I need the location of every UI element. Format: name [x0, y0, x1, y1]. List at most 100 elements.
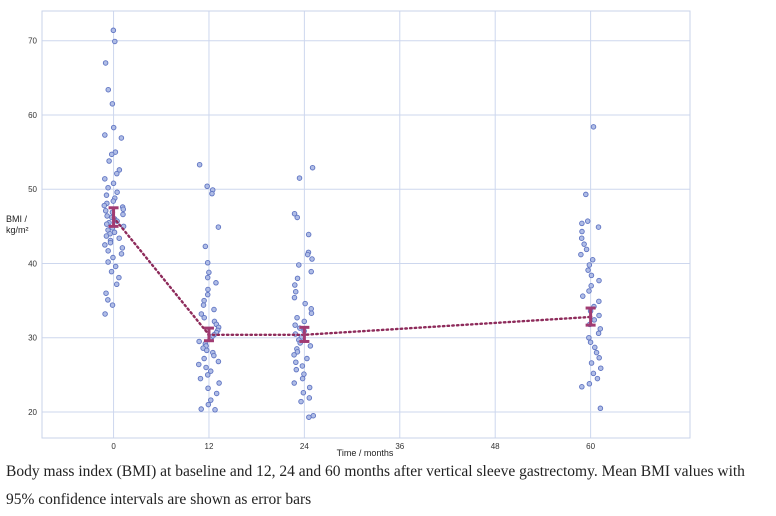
data-point [298, 398, 304, 405]
data-point [595, 330, 602, 337]
data-point [105, 248, 111, 254]
data-point [292, 282, 298, 288]
data-point [597, 365, 604, 371]
data-point [302, 300, 308, 307]
y-tick-label: 70 [28, 37, 37, 46]
data-point [111, 229, 118, 236]
data-point [588, 283, 594, 289]
data-point [596, 277, 602, 284]
data-point [308, 306, 314, 312]
data-point [203, 364, 209, 371]
data-point [585, 267, 591, 273]
data-point [198, 406, 204, 412]
data-point [114, 170, 120, 177]
data-point [291, 210, 298, 217]
data-point [215, 224, 222, 230]
data-point [110, 254, 116, 261]
data-point [579, 220, 585, 227]
data-point [584, 218, 591, 224]
data-point [596, 298, 602, 305]
x-tick-labels: 0 12 24 36 48 60 [111, 442, 595, 451]
data-point [291, 352, 297, 358]
x-tick-label: 24 [300, 442, 309, 451]
data-point [105, 259, 111, 265]
data-point [292, 288, 299, 295]
data-point [213, 280, 219, 286]
data-point [291, 380, 297, 386]
data-point [105, 86, 112, 93]
data-point [309, 256, 315, 262]
data-point [204, 291, 211, 298]
data-point [208, 397, 214, 403]
data-point [596, 312, 602, 319]
data-point [206, 269, 212, 276]
data-point [294, 349, 301, 355]
data-point [101, 202, 108, 209]
data-point [205, 286, 211, 293]
data-point [588, 272, 595, 279]
data-point [204, 259, 211, 266]
bmi-scatter-chart: 20 30 40 50 60 70 0 12 24 36 48 60 BMI / kg/m² Tim… [6, 10, 691, 456]
data-point [597, 326, 604, 332]
data-point [120, 211, 126, 218]
data-point [583, 246, 590, 253]
data-point [578, 251, 584, 258]
data-point [212, 407, 218, 413]
y-axis-label-line1: BMI / [6, 214, 28, 224]
data-point [202, 243, 209, 250]
data-point [306, 414, 312, 420]
data-point [299, 363, 306, 369]
data-point [102, 208, 109, 214]
y-tick-label: 20 [28, 408, 37, 417]
data-point [305, 231, 312, 238]
data-point [294, 314, 300, 321]
y-axis-label-line2: kg/m² [6, 225, 29, 235]
data-point [109, 101, 116, 107]
mean-marker [302, 332, 307, 337]
data-point [583, 191, 589, 198]
data-point [591, 317, 598, 323]
x-axis-label: Time / months [337, 448, 394, 456]
data-point [205, 385, 211, 391]
data-point [294, 214, 300, 221]
data-point [104, 213, 110, 219]
data-point [301, 318, 308, 325]
data-point [586, 262, 593, 268]
data-point [112, 263, 119, 270]
data-point [105, 184, 111, 191]
data-point [118, 135, 125, 141]
x-tick-label: 36 [395, 442, 404, 451]
data-point [102, 176, 108, 182]
mean-line [112, 216, 592, 336]
data-point [109, 302, 116, 308]
data-point [307, 343, 314, 349]
data-point [102, 132, 108, 138]
x-tick-label: 12 [205, 442, 214, 451]
data-point [590, 370, 597, 377]
data-point [196, 161, 203, 168]
data-point [299, 375, 306, 382]
data-point [201, 314, 207, 321]
data-point [116, 167, 123, 173]
data-point [309, 164, 316, 171]
data-point [114, 189, 120, 195]
data-point [211, 306, 217, 313]
data-point [294, 275, 301, 282]
data-point [588, 360, 595, 366]
data-point [205, 372, 211, 378]
data-point [593, 349, 600, 356]
data-point [308, 310, 315, 316]
data-point [110, 180, 117, 187]
data-point [196, 361, 202, 368]
data-point [310, 412, 317, 419]
data-point [110, 124, 117, 131]
data-point [201, 355, 207, 362]
data-point [204, 183, 210, 190]
y-tick-label: 60 [28, 111, 37, 120]
data-point [108, 268, 115, 275]
data-point [103, 192, 110, 198]
data-point [103, 221, 110, 227]
data-point [108, 151, 115, 158]
data-point [215, 358, 222, 365]
mean-marker [111, 215, 116, 220]
